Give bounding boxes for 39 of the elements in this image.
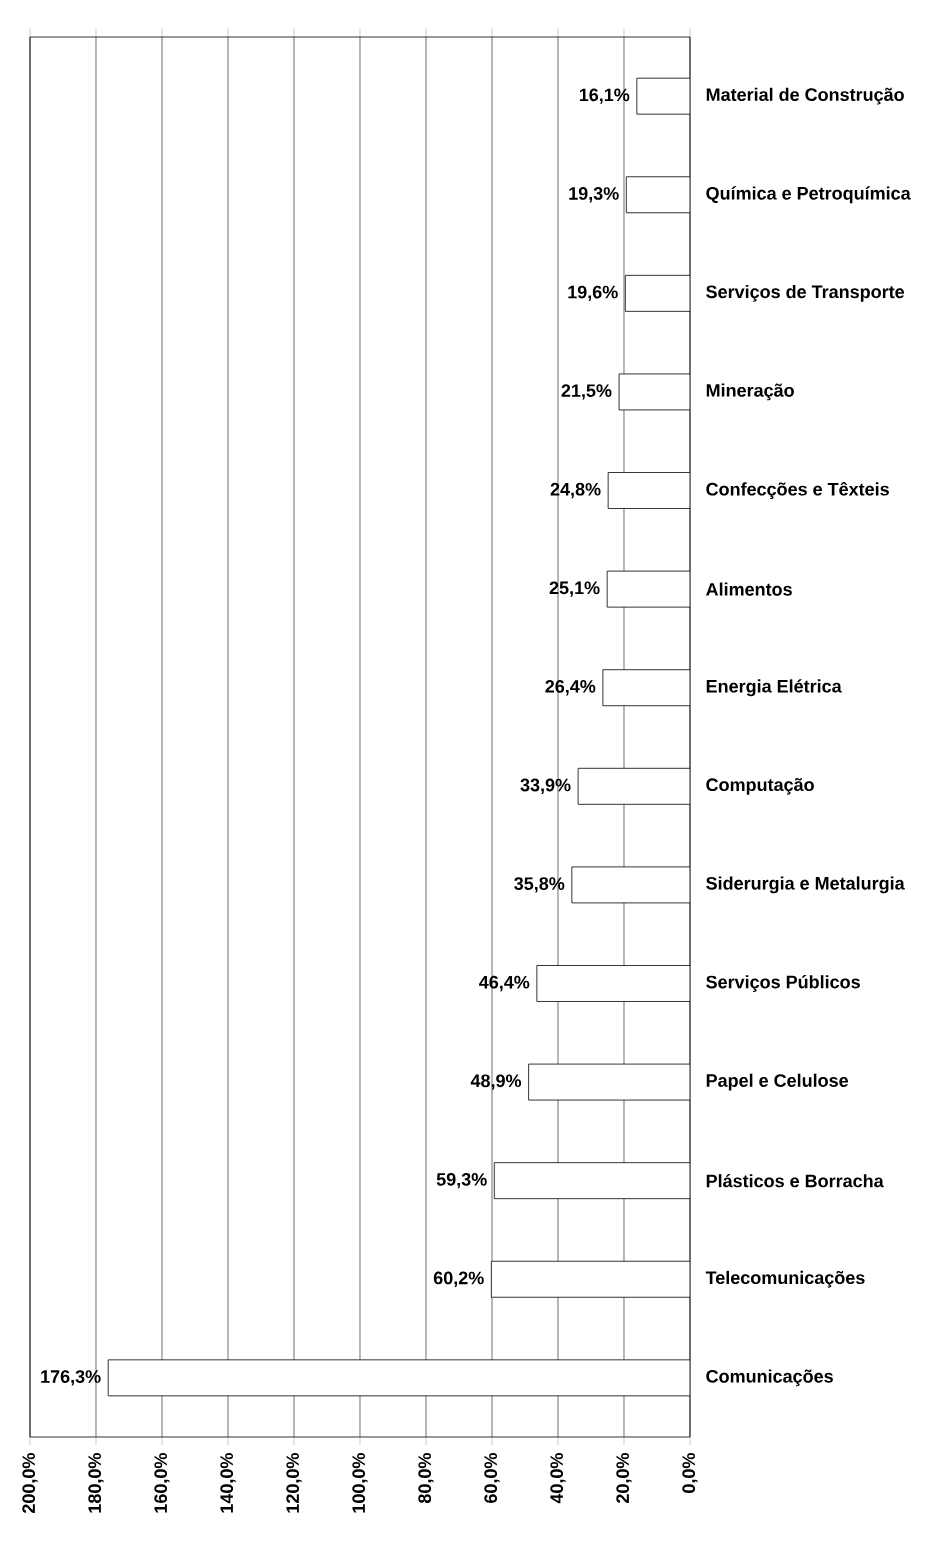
data-label: 60,2% bbox=[433, 1271, 484, 1287]
data-label: 24,8% bbox=[550, 482, 601, 499]
data-label: 35,8% bbox=[514, 877, 565, 893]
y-tick-label: Comunicações bbox=[706, 1369, 833, 1387]
y-tick-label: Energia Elétrica bbox=[706, 679, 842, 697]
y-tick-label: Material de Construção bbox=[706, 87, 904, 105]
data-label: 19,6% bbox=[568, 285, 618, 302]
x-tick-label: 60,0% bbox=[484, 1453, 500, 1503]
data-label: 176,3% bbox=[41, 1370, 101, 1386]
data-label: 16,1% bbox=[579, 88, 630, 104]
y-tick-label: Serviços de Transporte bbox=[706, 284, 905, 302]
x-tick-label: 180,0% bbox=[88, 1453, 104, 1513]
y-tick-label: Computação bbox=[706, 777, 814, 795]
y-tick-label: Mineração bbox=[706, 383, 794, 401]
data-label: 19,3% bbox=[569, 187, 619, 203]
data-label: 25,1% bbox=[549, 581, 600, 597]
x-tick-label: 120,0% bbox=[286, 1453, 302, 1513]
x-tick-label: 140,0% bbox=[220, 1453, 236, 1513]
x-tick-label: 100,0% bbox=[352, 1453, 368, 1513]
y-tick-label: Confecções e Têxteis bbox=[706, 481, 889, 500]
x-tick-label: 80,0% bbox=[418, 1453, 434, 1504]
y-tick-label: Plásticos e Borracha bbox=[706, 1173, 884, 1188]
y-tick-label: Siderurgia e Metalurgia bbox=[706, 876, 905, 894]
data-label: 33,9% bbox=[520, 778, 571, 794]
x-tick-label: 160,0% bbox=[154, 1453, 170, 1513]
y-tick-label: Papel e Celulose bbox=[706, 1073, 849, 1091]
x-tick-label: 20,0% bbox=[616, 1453, 632, 1504]
x-tick-label: 0,0% bbox=[682, 1453, 698, 1493]
y-tick-label: Química e Petroquímica bbox=[706, 186, 911, 204]
y-tick-label: Serviços Públicos bbox=[706, 975, 860, 992]
y-tick-label: Alimentos bbox=[706, 582, 792, 596]
data-label: 26,4% bbox=[545, 680, 596, 696]
data-label: 59,3% bbox=[436, 1172, 487, 1189]
x-tick-label: 200,0% bbox=[22, 1453, 38, 1514]
y-tick-label: Telecomunicações bbox=[705, 1270, 865, 1288]
data-label: 46,4% bbox=[479, 975, 530, 992]
data-label: 21,5% bbox=[561, 384, 612, 400]
x-tick-label: 40,0% bbox=[550, 1453, 566, 1504]
data-label: 48,9% bbox=[470, 1074, 522, 1090]
